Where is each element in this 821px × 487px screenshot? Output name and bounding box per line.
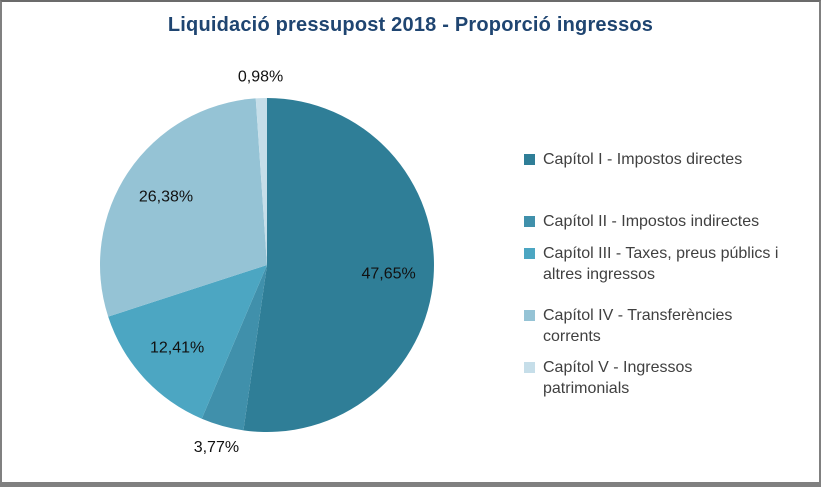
pie-slice-capitol-1 (243, 98, 434, 432)
pie-slice-capitol-2 (201, 265, 267, 431)
pie-chart: 47,65% 3,77% 12,41% 26,38% 0,98% (99, 68, 434, 456)
legend: Capítol I - Impostos directes Capítol II… (524, 149, 780, 399)
data-label-slice-1: 47,65% (361, 266, 415, 283)
legend-swatch-capitol-2-icon (524, 216, 535, 227)
legend-label-capitol-4: Capítol IV - Transferències corrents (543, 307, 733, 345)
legend-item-capitol-4: Capítol IV - Transferències corrents (524, 305, 780, 347)
data-label-slice-5: 0,98% (238, 68, 283, 85)
data-label-slice-3: 12,41% (150, 339, 204, 356)
data-label-slice-2: 3,77% (194, 439, 239, 456)
pie-slice-capitol-5 (255, 98, 267, 265)
legend-label-capitol-2: Capítol II - Impostos indirectes (543, 213, 760, 230)
pie-slice-capitol-3 (108, 265, 268, 419)
pie-slice-capitol-4 (99, 98, 267, 317)
legend-swatch-capitol-5-icon (524, 362, 535, 373)
data-label-slice-4: 26,38% (139, 189, 193, 206)
legend-item-capitol-3: Capítol III - Taxes, preus públics i alt… (524, 243, 780, 285)
legend-swatch-capitol-1-icon (524, 154, 535, 165)
legend-label-capitol-5: Capítol V - Ingressos patrimonials (543, 359, 693, 397)
legend-item-capitol-1: Capítol I - Impostos directes (524, 149, 780, 170)
legend-label-capitol-1: Capítol I - Impostos directes (543, 151, 743, 168)
legend-label-capitol-3: Capítol III - Taxes, preus públics i alt… (543, 245, 779, 283)
legend-swatch-capitol-3-icon (524, 248, 535, 259)
legend-item-capitol-5: Capítol V - Ingressos patrimonials (524, 357, 780, 399)
chart-title: Liquidació pressupost 2018 - Proporció i… (167, 14, 654, 36)
legend-swatch-capitol-4-icon (524, 310, 535, 321)
legend-item-capitol-2: Capítol II - Impostos indirectes (524, 211, 780, 232)
